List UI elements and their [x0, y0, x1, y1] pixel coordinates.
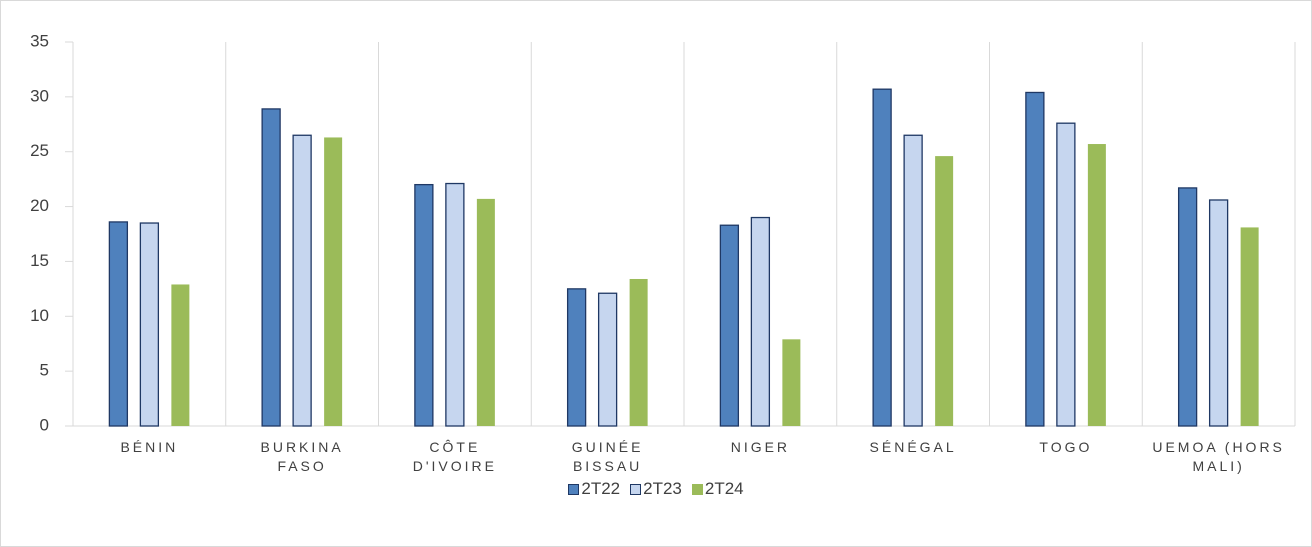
bar — [139, 222, 160, 427]
bar — [1177, 187, 1198, 427]
legend-label: 2T24 — [704, 479, 744, 498]
legend-item: 2T22 — [568, 479, 620, 499]
y-tick-label: 30 — [30, 86, 49, 105]
legend-item: 2T24 — [691, 479, 744, 499]
y-tick-label: 35 — [30, 31, 49, 50]
x-tick-label: BÉNIN — [120, 439, 179, 455]
bar — [629, 278, 648, 426]
y-tick-label: 0 — [40, 415, 49, 434]
bar — [935, 156, 954, 427]
bar — [566, 288, 587, 427]
bar — [414, 183, 434, 427]
x-tick-label: CÔTE D'IVOIRE — [412, 439, 497, 474]
legend-swatch — [691, 483, 703, 495]
bar — [108, 221, 129, 427]
legend-label: 2T23 — [643, 479, 682, 498]
bar — [171, 284, 190, 426]
x-tick-label: GUINÉE BISSAU — [571, 439, 644, 474]
x-tick-label: BURKINA FASO — [260, 439, 344, 474]
y-tick-label: 20 — [30, 196, 49, 215]
bar — [1208, 199, 1229, 427]
bar — [324, 137, 343, 427]
bar — [903, 134, 923, 427]
bar — [292, 134, 312, 427]
x-tick-label: NIGER — [730, 439, 791, 455]
bar — [1240, 227, 1259, 426]
bar — [719, 224, 740, 427]
bar — [597, 292, 618, 427]
bar — [476, 198, 495, 426]
y-tick-label: 10 — [30, 306, 49, 325]
bar — [261, 108, 281, 427]
legend-swatch — [568, 483, 580, 495]
legend-item: 2T23 — [630, 479, 682, 499]
x-tick-label: TOGO — [1039, 439, 1093, 455]
legend: 2T22 2T23 2T24 — [0, 479, 1312, 499]
y-tick-label: 25 — [30, 141, 49, 160]
x-tick-label: SÉNÉGAL — [869, 439, 957, 455]
bar — [1025, 91, 1045, 427]
legend-swatch — [630, 483, 642, 495]
bar — [445, 182, 465, 427]
x-tick-label: UEMOA (HORS MALI) — [1152, 439, 1285, 474]
bar — [782, 339, 801, 426]
legend-label: 2T22 — [581, 479, 621, 498]
bar — [1056, 122, 1076, 427]
y-tick-label: 5 — [40, 361, 49, 380]
bar — [1087, 144, 1106, 426]
y-tick-label: 15 — [30, 251, 49, 270]
bar — [872, 88, 892, 427]
bar — [750, 216, 771, 427]
